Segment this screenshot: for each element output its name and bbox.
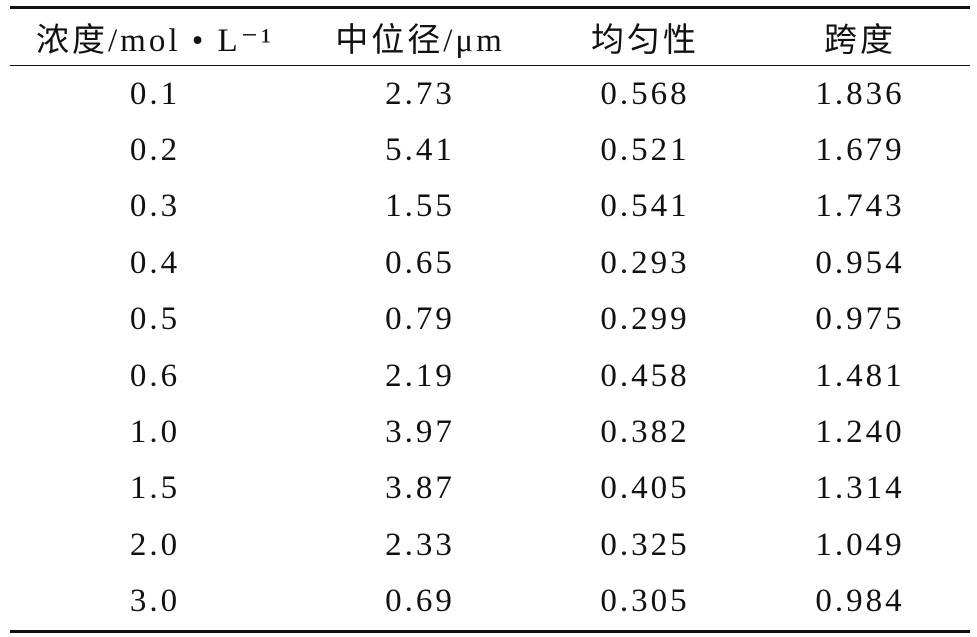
table-row: 0.4 0.65 0.293 0.954 [10,235,970,291]
table-cell: 3.97 [385,414,455,451]
table-row: 0.5 0.79 0.299 0.975 [10,292,970,348]
table-cell: 0.1 [129,75,181,112]
table-cell: 0.79 [385,301,455,338]
table-row: 0.6 2.19 0.458 1.481 [10,348,970,404]
table-cell: 1.240 [815,414,905,451]
header-cell: 浓度/mol • L⁻¹ [10,7,300,66]
header-cell: 中位径/μm [300,7,540,66]
table-cell: 0.568 [600,75,690,112]
table-body: 0.1 2.73 0.568 1.836 0.2 5.41 0.521 1.679 0.3 1.5… [10,66,970,632]
table-cell: 0.541 [600,188,690,225]
table-cell: 0.521 [600,132,690,169]
table-cell: 0.325 [600,526,690,563]
data-table: 浓度/mol • L⁻¹ 中位径/μm 均匀性 跨度 0.1 2.73 0.568 1.83… [10,6,970,633]
table-cell: 2.19 [385,357,455,394]
table-cell: 1.481 [815,357,905,394]
table-cell: 1.314 [815,470,905,507]
table-cell: 3.0 [129,583,181,620]
table-cell: 1.836 [815,75,905,112]
header-cell: 跨度 [750,7,970,66]
table-row: 3.0 0.69 0.305 0.984 [10,574,970,632]
table-cell: 2.33 [385,526,455,563]
table-cell: 0.954 [815,244,905,281]
table-cell: 0.975 [815,301,905,338]
table-cell: 1.5 [129,470,181,507]
table-cell: 1.679 [815,132,905,169]
table-row: 0.2 5.41 0.521 1.679 [10,122,970,178]
table-container: 浓度/mol • L⁻¹ 中位径/μm 均匀性 跨度 0.1 2.73 0.568 1.83… [10,6,970,633]
table-row: 0.1 2.73 0.568 1.836 [10,66,970,123]
table-cell: 2.73 [385,75,455,112]
table-cell: 1.743 [815,188,905,225]
table-cell: 0.4 [129,244,181,281]
table-cell: 1.049 [815,526,905,563]
table-cell: 0.305 [600,583,690,620]
table-row: 2.0 2.33 0.325 1.049 [10,517,970,573]
table-cell: 1.55 [385,188,455,225]
table-cell: 0.405 [600,470,690,507]
table-cell: 2.0 [129,526,181,563]
table-cell: 0.984 [815,583,905,620]
table-cell: 0.293 [600,244,690,281]
header-row: 浓度/mol • L⁻¹ 中位径/μm 均匀性 跨度 [10,7,970,66]
table-cell: 0.299 [600,301,690,338]
table-cell: 0.65 [385,244,455,281]
table-cell: 5.41 [385,132,455,169]
table-cell: 0.3 [129,188,181,225]
table-cell: 0.6 [129,357,181,394]
table-cell: 3.87 [385,470,455,507]
table-row: 1.0 3.97 0.382 1.240 [10,404,970,460]
table-cell: 0.5 [129,301,181,338]
table-cell: 0.458 [600,357,690,394]
header-cell: 均匀性 [540,7,750,66]
table-cell: 0.2 [129,132,181,169]
table-row: 1.5 3.87 0.405 1.314 [10,461,970,517]
table-cell: 0.69 [385,583,455,620]
table-row: 0.3 1.55 0.541 1.743 [10,179,970,235]
table-cell: 0.382 [600,414,690,451]
table-cell: 1.0 [129,414,181,451]
